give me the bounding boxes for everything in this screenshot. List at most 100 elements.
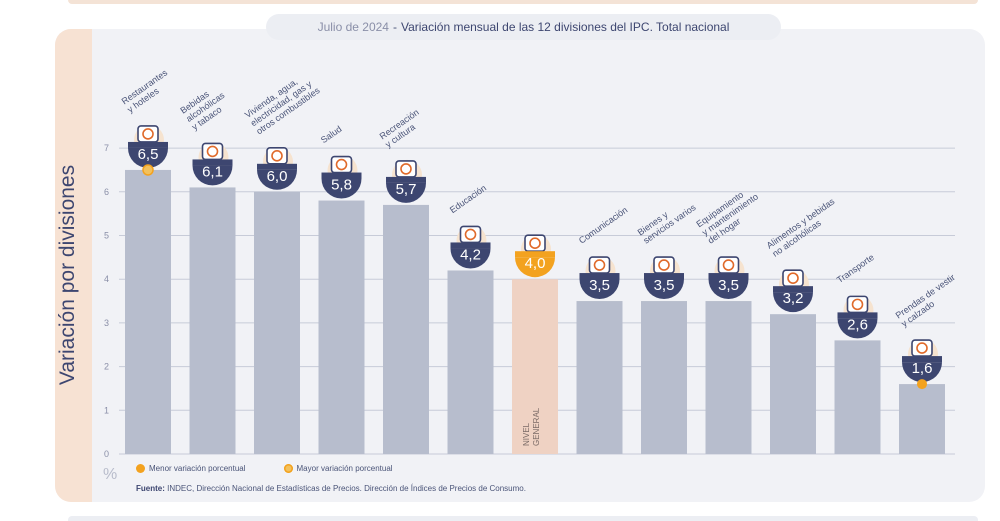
category-label: Equipamientoy mantenimientodel hogar: [694, 183, 765, 245]
y-tick-label: 7: [104, 143, 109, 153]
bar: [705, 301, 752, 454]
category-label: Bebidasalcohólicasy tabaco: [178, 82, 232, 132]
category-label: Restaurantesy hoteles: [120, 67, 176, 114]
value-badge: [128, 147, 168, 168]
y-tick-label: 3: [104, 318, 109, 328]
value-label: 3,5: [589, 277, 610, 294]
lightbulb-icon: [266, 147, 288, 165]
chart-title: Julio de 2024 - Variación mensual de las…: [266, 14, 781, 40]
bar: [125, 169, 171, 454]
value-label: 6,5: [138, 146, 159, 163]
value-badge: [773, 292, 813, 313]
y-tick-label: 0: [104, 449, 109, 459]
legend-min-label: Menor variación porcentual: [149, 464, 246, 473]
value-badge: [386, 182, 426, 203]
bar: [189, 187, 236, 454]
category-label: Recreacióny cultura: [378, 107, 427, 149]
bar: [834, 340, 881, 454]
title-separator: -: [392, 20, 397, 34]
category-label: Educación: [448, 183, 488, 215]
drinks-icon: [201, 142, 224, 161]
smartphone-icon: [588, 256, 611, 274]
bar: [383, 204, 429, 454]
value-label: 4,0: [525, 255, 546, 272]
bottom-decor-line: [68, 516, 978, 521]
value-badge: [708, 279, 749, 300]
category-label: Vivienda, agua,electricidad, gas yotros …: [243, 69, 322, 137]
value-badge-top: [837, 312, 878, 319]
category-label: Comunicación: [577, 205, 629, 246]
value-label: 5,7: [396, 181, 417, 198]
bar: [770, 314, 816, 454]
category-label-line: Transporte: [835, 252, 876, 285]
max-value-marker: [142, 164, 154, 176]
y-tick-label: 6: [104, 187, 109, 197]
category-label-line: Salud: [319, 124, 344, 145]
value-label: 6,0: [267, 168, 288, 185]
value-badge: [579, 279, 620, 300]
value-label: 3,5: [718, 277, 739, 294]
min-value-marker: [917, 379, 927, 390]
y-tick-label: 2: [104, 362, 109, 372]
value-badge-top: [515, 251, 555, 258]
category-label-line: Comunicación: [577, 205, 629, 246]
value-badge: [902, 362, 942, 383]
category-label-line: GENERAL: [532, 407, 541, 446]
value-badge-top: [192, 159, 233, 166]
value-label: 3,2: [783, 290, 804, 307]
source-prefix: Fuente:: [136, 484, 165, 493]
value-badge-top: [902, 356, 942, 363]
value-label: 5,8: [331, 177, 352, 194]
category-label-line: Alimentos y bebidas: [765, 196, 837, 251]
value-badge: [837, 318, 878, 339]
value-badge-top: [708, 273, 749, 280]
clothes-icon: [911, 339, 933, 357]
bar: [641, 301, 687, 454]
value-badge-top: [128, 141, 168, 148]
value-badge: [515, 257, 555, 278]
value-label: 1,6: [912, 360, 933, 377]
category-label: Prendas de vestiry calzado: [894, 272, 963, 329]
value-badge: [257, 169, 297, 190]
chicken-icon: [782, 269, 804, 287]
value-badge: [192, 165, 233, 186]
value-badge-top: [257, 163, 297, 170]
legend-max-marker: [283, 464, 293, 473]
source-text: INDEC, Dirección Nacional de Estadística…: [167, 484, 526, 493]
category-label-line: Educación: [448, 183, 488, 215]
category-label: Salud: [319, 124, 344, 145]
health-cross-icon: [330, 155, 353, 174]
value-badge-top: [644, 273, 684, 280]
category-label: Bienes yservicios varios: [636, 194, 698, 246]
bar: [899, 384, 945, 454]
restaurant-icon: [137, 125, 159, 143]
value-label: 3,5: [654, 277, 675, 294]
appliance-icon: [717, 256, 740, 274]
bar: [254, 191, 300, 455]
beach-umbrella-icon: [395, 160, 417, 178]
bar: [447, 270, 494, 454]
value-badge: [644, 279, 684, 300]
value-badge-top: [386, 176, 426, 183]
books-icon: [459, 225, 482, 244]
legend-max-label: Mayor variación porcentual: [296, 464, 393, 473]
y-tick-label: 1: [104, 405, 109, 415]
comb-scissors-icon: [653, 256, 675, 274]
legend: Menor variación porcentual Mayor variaci…: [136, 464, 393, 473]
value-badge-top: [773, 286, 813, 293]
y-tick-label: 5: [104, 231, 109, 241]
unit-label: %: [103, 466, 118, 483]
source-note: Fuente: INDEC, Dirección Nacional de Est…: [136, 484, 526, 493]
category-label: NIVELGENERAL: [522, 407, 541, 446]
category-label: Alimentos y bebidasno alcohólicas: [765, 196, 843, 259]
value-badge-top: [579, 273, 620, 280]
title-main: Variación mensual de las 12 divisiones d…: [400, 20, 730, 34]
bar: [576, 301, 623, 454]
value-label: 4,2: [460, 246, 481, 263]
top-decor-line: [68, 0, 978, 4]
category-label: Transporte: [835, 252, 876, 285]
value-label: 2,6: [847, 316, 868, 333]
bar: [512, 279, 558, 454]
value-badge: [321, 178, 362, 199]
